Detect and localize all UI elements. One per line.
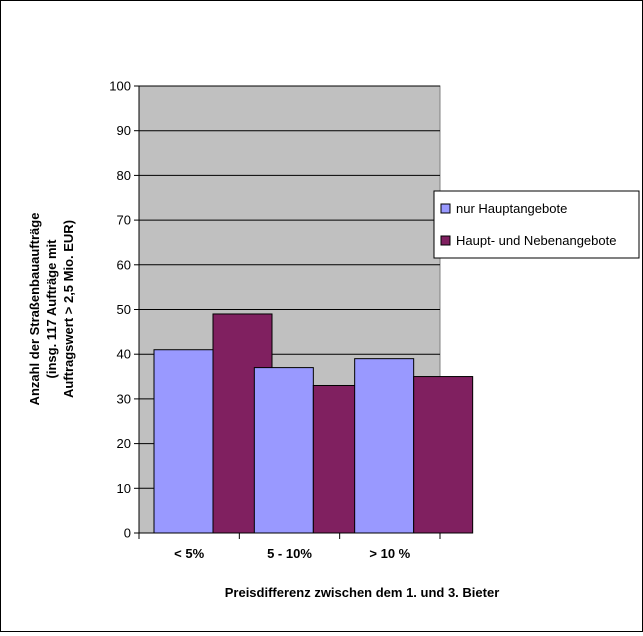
legend-label-nur-hauptangebote: nur Hauptangebote xyxy=(456,201,567,216)
bar-haupt-und-nebenangebote-2 xyxy=(413,376,474,534)
legend-box xyxy=(433,190,640,259)
bar-nur-hauptangebote-2 xyxy=(354,358,415,534)
y-tick-label: 80 xyxy=(117,168,131,183)
y-tick-label: 40 xyxy=(117,347,131,362)
y-tick-label: 20 xyxy=(117,436,131,451)
y-tick-labels: 0 10 20 30 40 50 60 70 80 90 100 xyxy=(109,79,131,541)
y-tick-label: 0 xyxy=(124,526,131,541)
bar-nur-hauptangebote-1 xyxy=(253,367,314,534)
y-axis-title-line-3: Auftragswert > 2,5 Mio. EUR) xyxy=(61,220,76,398)
bar-nur-hauptangebote-0 xyxy=(153,349,214,534)
y-tick-label: 10 xyxy=(117,481,131,496)
y-axis-title: Anzahl der Straßenbauaufträge (insg. 117… xyxy=(27,213,76,406)
y-tick-label: 30 xyxy=(117,391,131,406)
y-tick-label: 90 xyxy=(117,123,131,138)
y-tick-label: 50 xyxy=(117,302,131,317)
y-tick-label: 70 xyxy=(117,213,131,228)
legend: nur Hauptangebote Haupt- und Nebenangebo… xyxy=(433,190,640,259)
x-category-label: > 10 % xyxy=(369,546,410,561)
legend-label-haupt-und-nebenangebote: Haupt- und Nebenangebote xyxy=(456,233,616,248)
x-category-label: < 5% xyxy=(174,546,204,561)
legend-swatch-haupt-und-nebenangebote xyxy=(440,235,451,246)
x-category-label: 5 - 10% xyxy=(267,546,312,561)
y-axis-title-line-1: Anzahl der Straßenbauaufträge xyxy=(27,213,42,406)
y-tick-label: 60 xyxy=(117,257,131,272)
y-tick-label: 100 xyxy=(109,79,131,94)
axes xyxy=(134,85,441,539)
x-axis-title: Preisdifferenz zwischen dem 1. und 3. Bi… xyxy=(225,585,500,600)
x-category-labels: < 5% 5 - 10% > 10 % xyxy=(174,546,411,561)
legend-swatch-nur-hauptangebote xyxy=(440,203,451,214)
y-axis-title-line-2: (insg. 117 Aufträge mit xyxy=(44,239,59,379)
